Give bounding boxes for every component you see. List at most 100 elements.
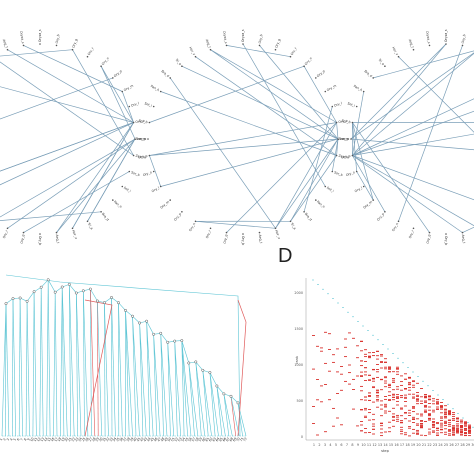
circle-node: [100, 65, 102, 67]
circle-node: [181, 65, 183, 67]
y-tick-label: 1500: [294, 327, 303, 331]
tree-leaf-label: 25: [81, 437, 86, 443]
circle-node: [147, 138, 149, 140]
x-tick-label: 26: [449, 443, 453, 447]
circle-node-label: Oryza_s: [38, 29, 42, 42]
circle-node: [324, 185, 327, 188]
chord-line: [352, 155, 463, 233]
x-tick-label: 2: [318, 443, 320, 447]
x-tick-label: 9: [357, 443, 359, 447]
circle-node: [372, 77, 375, 79]
tree-internal-node: [117, 301, 120, 305]
tree-internal-node: [166, 340, 170, 344]
tree-edge: [111, 297, 119, 303]
circle-node-label: Lee_p: [137, 137, 146, 141]
circle-node-label: Pan_h: [150, 84, 160, 92]
tree-edge: [195, 361, 204, 371]
circle-node: [225, 231, 228, 234]
chord-line: [160, 91, 337, 156]
circle-node-label: Aeg_t: [2, 39, 9, 49]
circle-node-label: Ory_n: [101, 56, 110, 66]
tree-internal-node: [145, 319, 149, 323]
circle-node: [6, 48, 9, 51]
tree-internal-node: [102, 301, 106, 305]
tree-leaf-label: 48: [160, 437, 165, 443]
tree-leaf-label: 62: [208, 437, 213, 443]
tree-internal-node: [173, 339, 177, 343]
chord-line: [56, 122, 134, 233]
tree-edge: [46, 279, 49, 437]
chord-line: [195, 56, 337, 156]
tree-edge: [132, 316, 140, 437]
tree-edge: [60, 286, 63, 437]
circle-node: [181, 211, 183, 213]
tree-leaf-label: 67: [225, 437, 230, 443]
y-axis-title: rank: [295, 355, 299, 364]
circle-node: [121, 90, 124, 93]
circle-node-label: Aeg_t: [205, 39, 212, 49]
x-tick-label: 11: [367, 443, 371, 447]
circle-node: [351, 121, 354, 124]
circle-node: [445, 233, 447, 235]
tree-leaf-label: 27: [88, 437, 93, 443]
chord-line: [100, 66, 136, 140]
tree-leaf-label: 64: [215, 437, 220, 443]
chord-line: [0, 122, 134, 172]
circle-node-label: Bra_d: [101, 212, 110, 222]
tree-edge: [97, 300, 102, 437]
circle-node-label: Oryza_s: [222, 31, 228, 44]
tree-leaf-label: 6: [16, 438, 20, 442]
tree-internal-node: [95, 299, 99, 303]
chord-line: [149, 155, 162, 187]
tree-edge: [118, 302, 126, 311]
chord-line: [350, 52, 474, 140]
x-tick-label: 12: [372, 443, 376, 447]
circle-node: [351, 154, 354, 157]
chord-line: [352, 133, 474, 156]
tree-edge: [47, 279, 56, 293]
circle-node: [71, 48, 74, 51]
tree-edge: [216, 385, 223, 437]
tree-leaf-label: 19: [60, 437, 65, 443]
tree-edge: [12, 298, 14, 437]
chord-line: [210, 49, 337, 123]
tree-edge: [76, 292, 82, 437]
chord-line: [87, 138, 136, 222]
tree-leaf-label: 61: [205, 437, 210, 443]
circle-node-label: Lee_p: [138, 154, 148, 160]
tree-leaf-label: 65: [218, 437, 223, 443]
circle-node-label: Sor_b: [131, 170, 141, 177]
circle-node-label: Ory_r: [2, 229, 9, 239]
tree-edge: [104, 302, 106, 437]
circle-node: [39, 43, 41, 45]
tree-edge: [160, 333, 168, 343]
tree-edge: [69, 284, 71, 437]
circle-node-label: Ory_p: [376, 212, 385, 222]
chord-line: [398, 45, 463, 222]
tree-edge: [104, 297, 112, 303]
circle-node-label: Ory_g: [426, 234, 432, 244]
tree-leaf-label: 53: [177, 437, 182, 443]
chord-line: [121, 91, 134, 123]
tree-leaf-label: 10: [29, 437, 34, 443]
chord-line: [373, 50, 474, 79]
tree-edge: [26, 301, 30, 437]
tree-leaf-label: 2: [2, 438, 6, 442]
chord-line: [7, 138, 136, 229]
x-tick-label: 22: [427, 443, 431, 447]
tree-leaf-label: 8: [23, 438, 27, 442]
circle-node: [384, 65, 386, 67]
circle-node: [148, 121, 151, 124]
tree-edge: [90, 289, 92, 437]
circle-node: [274, 227, 277, 230]
tree-leaf-label: 46: [153, 437, 158, 443]
chord-line: [275, 138, 339, 229]
chord-line: [398, 56, 474, 133]
tree-leaf-label: 13: [40, 437, 45, 443]
tree-leaf-label: 60: [201, 437, 206, 443]
tree-edge: [139, 322, 147, 437]
tree-leaf-label: 63: [211, 437, 216, 443]
circle-node-label: Ory_b: [258, 34, 264, 44]
